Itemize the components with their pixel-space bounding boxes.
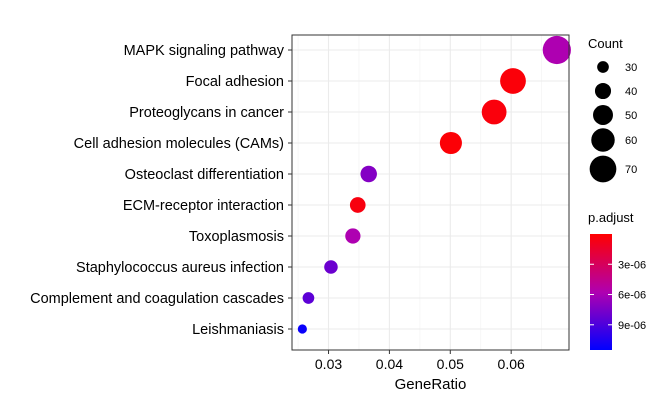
- y-tick-label: Complement and coagulation cascades: [30, 291, 284, 307]
- color-legend-label: 6e-06: [618, 290, 646, 302]
- data-point: [439, 131, 462, 155]
- grid-lines: [292, 35, 569, 350]
- color-legend-title: p.adjust: [588, 210, 634, 225]
- size-legend: Count 30 40 50 60 70: [588, 36, 637, 183]
- y-tick-label: Staphylococcus aureus infection: [76, 260, 284, 276]
- data-point: [345, 228, 361, 244]
- y-tick-label: Toxoplasmosis: [189, 229, 284, 245]
- color-legend: p.adjust 3e-06 6e-06 9e-06: [588, 210, 646, 350]
- data-point: [542, 35, 571, 65]
- x-axis-title: GeneRatio: [395, 376, 467, 393]
- y-tick-label: Proteoglycans in cancer: [129, 105, 284, 121]
- size-legend-label: 30: [625, 62, 637, 74]
- x-tick-label: 0.05: [437, 356, 464, 372]
- data-point: [302, 292, 315, 304]
- y-tick-label: Osteoclast differentiation: [125, 167, 284, 183]
- data-point: [500, 68, 526, 94]
- color-legend-label: 3e-06: [618, 259, 646, 271]
- data-point: [297, 324, 307, 334]
- data-point: [324, 260, 338, 274]
- size-legend-key: [589, 155, 617, 183]
- y-tick-label: Cell adhesion molecules (CAMs): [74, 136, 284, 152]
- x-tick-label: 0.03: [315, 356, 342, 372]
- y-tick-label: ECM-receptor interaction: [123, 198, 284, 214]
- size-legend-key: [597, 61, 609, 73]
- data-points: [297, 35, 571, 334]
- x-axis: 0.03 0.04 0.05 0.06: [315, 350, 525, 372]
- x-tick-label: 0.04: [376, 356, 403, 372]
- size-legend-key: [591, 128, 615, 152]
- size-legend-label: 70: [625, 164, 637, 176]
- x-tick-label: 0.06: [498, 356, 525, 372]
- y-axis: MAPK signaling pathway Focal adhesion Prot…: [30, 43, 292, 338]
- data-point: [481, 99, 507, 125]
- size-legend-key: [594, 82, 612, 100]
- size-legend-title: Count: [588, 36, 623, 51]
- plot-panel-border: [291, 34, 570, 351]
- y-tick-label: MAPK signaling pathway: [124, 43, 285, 59]
- y-tick-label: Focal adhesion: [186, 74, 284, 90]
- data-point: [360, 165, 377, 183]
- size-legend-label: 40: [625, 86, 637, 98]
- color-legend-label: 9e-06: [618, 320, 646, 332]
- size-legend-label: 60: [625, 135, 637, 147]
- y-tick-label: Leishmaniasis: [192, 322, 284, 338]
- size-legend-key: [593, 105, 613, 125]
- size-legend-label: 50: [625, 110, 637, 122]
- color-bar: [590, 234, 612, 350]
- data-point: [349, 197, 366, 213]
